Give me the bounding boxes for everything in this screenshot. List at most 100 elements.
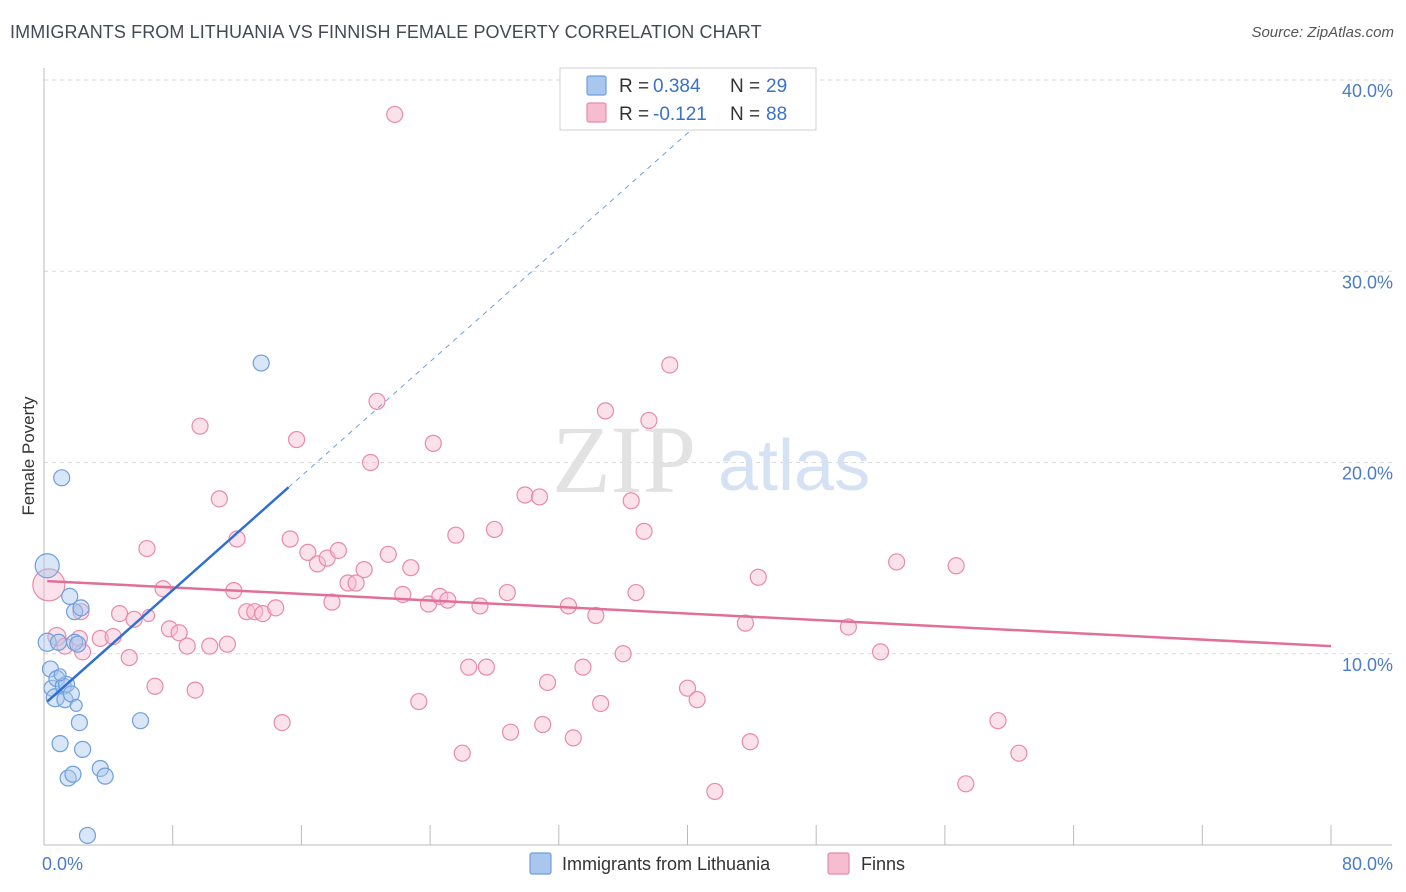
data-point [538,673,557,692]
legend-n-label-pink: N = [730,104,760,125]
data-point [661,356,679,374]
data-point [49,633,68,651]
axes [43,68,1392,846]
data-point [453,744,471,762]
data-point [111,604,129,623]
data-point [51,735,69,753]
data-point [471,597,489,615]
data-point [534,715,552,734]
data-point [125,610,143,628]
bottom-legend-label-lithuania: Immigrants from Lithuania [562,854,771,874]
data-point [1010,744,1028,762]
data-point [688,691,706,709]
data-point [131,712,150,730]
data-point [64,765,82,783]
chart-title: IMMIGRANTS FROM LITHUANIA VS FINNISH FEM… [10,22,762,42]
data-point [218,635,236,653]
data-point [120,648,138,667]
legend-r-value-pink: -0.121 [653,104,707,125]
y-tick-label: 30.0% [1342,272,1393,292]
gridlines [44,79,1392,655]
data-point [678,679,697,697]
data-point [888,553,906,571]
data-point [178,637,196,655]
data-point [267,599,285,617]
bottom-legend-swatch-finns [827,852,850,875]
data-point [424,434,442,452]
data-point [361,453,380,472]
x-tick-labels: 0.0% 80.0% [42,854,1393,874]
data-point [501,723,520,741]
data-point [447,526,465,544]
legend-swatch-blue [586,75,607,96]
data-point [386,105,404,124]
data-point [627,583,645,602]
data-point [736,614,755,632]
data-point [53,469,71,487]
data-point [368,392,386,410]
data-point [72,599,90,617]
data-point [596,402,615,420]
data-point [53,668,67,682]
data-point [347,574,365,592]
x-tick-label: 0.0% [42,854,83,874]
data-point [530,488,549,506]
data-point [74,740,92,758]
data-point [947,557,965,575]
y-tick-label: 10.0% [1342,655,1393,675]
data-point [614,645,632,663]
data-point [252,354,270,372]
data-point [460,658,478,676]
watermark-zip: ZIP [552,406,696,513]
watermark-atlas: atlas [718,426,870,506]
data-point [91,629,109,648]
trend-line-lithuania [46,486,290,703]
trend-line-finns [47,579,1332,648]
data-point [146,677,164,695]
data-point [957,775,975,793]
legend-r-label-pink: R = [619,104,649,125]
legend-n-label-blue: N = [730,76,760,97]
data-point [308,555,327,573]
data-point [281,530,299,548]
data-point [154,580,172,598]
legend-n-value-pink: 88 [766,104,787,125]
data-point [402,559,420,577]
data-point [287,430,306,449]
data-point [323,593,341,611]
data-point [574,658,592,676]
data-point [72,603,90,621]
data-point [477,658,496,676]
data-point [989,712,1007,730]
legend-swatch-pink [586,102,607,123]
data-point [69,698,83,712]
data-point [640,411,658,430]
y-tick-label: 40.0% [1342,81,1393,101]
data-point [160,620,179,638]
data-point [622,492,640,510]
data-point [564,729,582,747]
legend: R = 0.384 N = 29 R = -0.121 N = 88 [559,67,817,131]
trend-line-lithuania-extension [288,104,721,488]
data-point [355,560,373,579]
data-point [138,539,156,558]
data-point [186,681,204,699]
data-point [871,643,890,661]
data-point [587,606,605,625]
data-point [498,583,516,602]
data-point [749,568,767,586]
data-point [559,597,578,615]
data-point [299,543,317,561]
legend-r-value-blue: 0.384 [653,76,701,97]
bottom-legend-label-finns: Finns [861,854,905,874]
trend-lines [46,104,1332,703]
data-point [706,782,724,801]
data-point [170,624,188,642]
legend-n-value-blue: 29 [766,76,787,97]
data-point [592,694,610,713]
data-point [70,713,88,732]
data-point [78,826,97,845]
data-point [69,635,87,653]
bottom-legend: Immigrants from Lithuania Finns [529,852,905,875]
